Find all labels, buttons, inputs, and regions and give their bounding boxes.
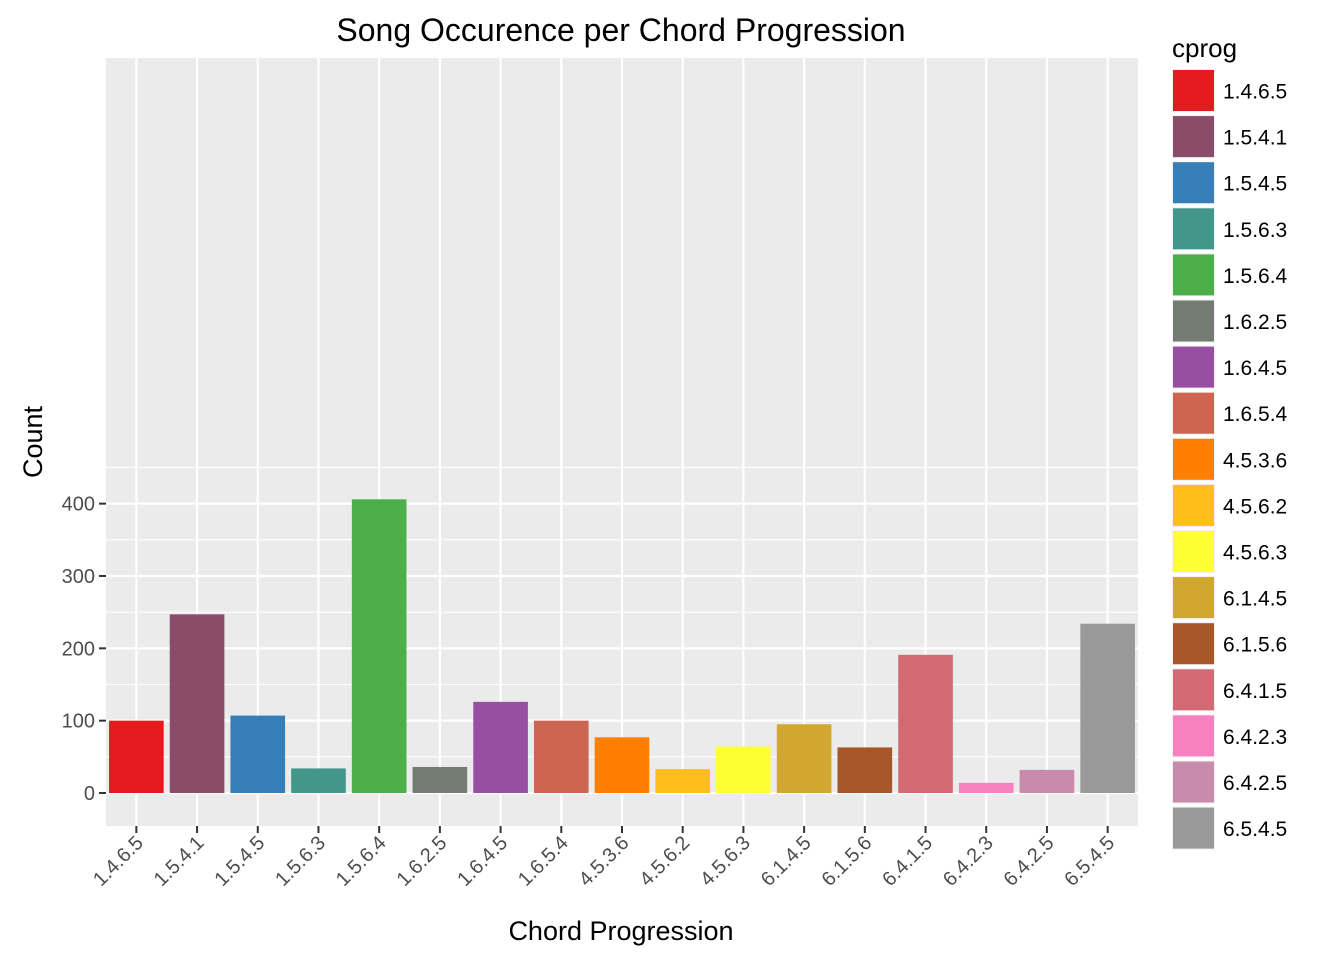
legend-swatch: [1173, 70, 1214, 111]
legend-swatch: [1173, 438, 1214, 480]
x-tick-label: 1.5.4.1: [150, 832, 209, 891]
x-tick-label: 4.5.6.2: [635, 832, 694, 891]
x-tick-label: 6.4.2.5: [1000, 832, 1059, 891]
legend-swatch: [1173, 162, 1214, 204]
legend-swatch: [1173, 254, 1214, 296]
x-tick-label: 6.4.2.3: [939, 832, 998, 891]
legend-label: 6.4.1.5: [1223, 680, 1287, 703]
legend-label: 4.5.6.3: [1223, 542, 1287, 565]
y-tick-label: 0: [84, 783, 95, 805]
legend-swatch: [1173, 531, 1214, 572]
legend-swatch: [1173, 715, 1214, 757]
x-tick-label: 6.1.4.5: [757, 832, 816, 891]
legend-label: 6.5.4.5: [1223, 818, 1287, 841]
y-axis: 0 100 200 300 400: [62, 494, 106, 805]
bar-4-5-6-3: [716, 746, 771, 793]
legend-label: 4.5.6.2: [1223, 495, 1287, 518]
x-axis-title: Chord Progression: [508, 916, 733, 946]
y-axis-title: Count: [18, 405, 48, 478]
bar-6-1-5-6: [837, 747, 893, 793]
bar-1-6-5-4: [533, 720, 589, 793]
bar-1-5-6-4: [351, 499, 407, 793]
legend-label: 1.6.5.4: [1223, 403, 1288, 426]
x-tick-label: 6.5.4.5: [1060, 832, 1119, 891]
legend-swatch: [1173, 116, 1214, 158]
legend-swatch: [1173, 807, 1214, 849]
x-tick-label: 1.5.6.3: [271, 832, 330, 891]
y-tick-label: 300: [62, 566, 95, 588]
legend-label: 6.1.5.6: [1223, 634, 1287, 657]
legend-swatch: [1173, 577, 1214, 619]
bar-6-4-1-5: [898, 654, 953, 793]
legend-swatch: [1173, 623, 1214, 665]
legend-swatch: [1173, 484, 1214, 526]
x-tick-label: 1.4.6.5: [89, 832, 148, 891]
bar-1-5-6-3: [291, 768, 346, 793]
legend-label: 6.4.2.3: [1223, 726, 1287, 749]
legend-label: 6.1.4.5: [1223, 588, 1287, 611]
legend: 1.4.6.5 1.5.4.1 1.5.4.5 1.5.6.3 1.5.6.4 1.6.2…: [1172, 69, 1288, 850]
bar-6-1-4-5: [776, 724, 832, 793]
legend-label: 4.5.3.6: [1223, 449, 1287, 472]
x-tick-label: 1.6.4.5: [453, 832, 512, 891]
legend-label: 1.5.4.5: [1223, 173, 1287, 196]
y-tick-label: 400: [62, 494, 95, 516]
bar-1-5-4-1: [169, 614, 225, 793]
bar-4-5-6-2: [655, 769, 711, 793]
x-tick-label: 1.6.2.5: [393, 832, 452, 891]
x-axis: 1.4.6.5 1.5.4.1 1.5.4.5 1.5.6.3 1.5.6.4 1.6.2…: [89, 826, 1119, 891]
legend-swatch: [1173, 669, 1214, 711]
bars: [109, 499, 1135, 793]
legend-label: 1.5.4.1: [1223, 127, 1287, 150]
bar-1-6-4-5: [473, 701, 528, 793]
bar-6-4-2-3: [958, 782, 1014, 793]
x-tick-label: 1.5.4.5: [210, 832, 269, 891]
y-tick-label: 200: [62, 638, 95, 660]
x-tick-label: 6.4.1.5: [878, 832, 937, 891]
x-tick-label: 4.5.6.3: [696, 832, 755, 891]
chart-title: Song Occurence per Chord Progression: [336, 12, 905, 48]
bar-6-4-2-5: [1019, 769, 1075, 793]
legend-swatch: [1173, 392, 1214, 434]
legend-label: 1.6.2.5: [1223, 311, 1287, 334]
bar-1-4-6-5: [109, 720, 164, 793]
x-tick-label: 1.6.5.4: [514, 832, 573, 891]
legend-label: 1.4.6.5: [1223, 81, 1287, 104]
bar-6-5-4-5: [1080, 623, 1135, 793]
legend-label: 1.5.6.3: [1223, 219, 1287, 242]
legend-label: 6.4.2.5: [1223, 772, 1287, 795]
bar-1-6-2-5: [412, 766, 468, 793]
legend-label: 1.6.4.5: [1223, 357, 1287, 380]
legend-label: 1.5.6.4: [1223, 265, 1288, 288]
x-tick-label: 6.1.5.6: [818, 832, 877, 891]
x-tick-label: 4.5.3.6: [575, 832, 634, 891]
legend-swatch: [1173, 300, 1214, 342]
bar-4-5-3-6: [594, 737, 650, 793]
legend-swatch: [1173, 346, 1214, 388]
x-tick-label: 1.5.6.4: [332, 832, 391, 891]
bar-1-5-4-5: [230, 715, 286, 793]
legend-title: cprog: [1172, 33, 1237, 63]
legend-swatch: [1173, 761, 1214, 803]
y-tick-label: 100: [62, 711, 95, 733]
legend-swatch: [1173, 208, 1214, 250]
